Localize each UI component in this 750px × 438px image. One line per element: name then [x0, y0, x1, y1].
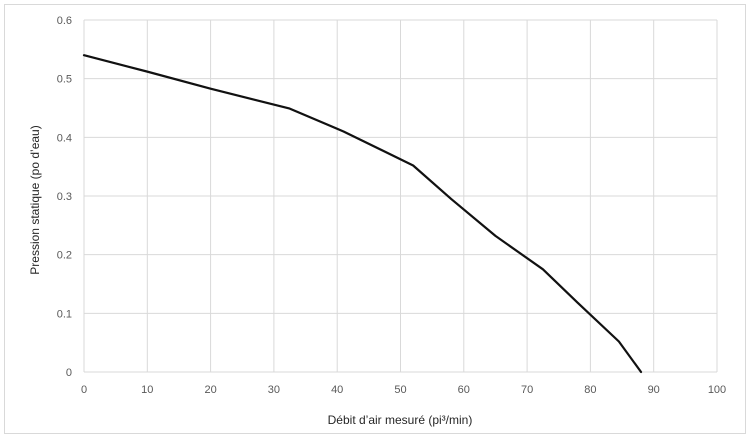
x-tick-label: 10	[141, 384, 153, 396]
x-tick-label: 50	[394, 384, 406, 396]
y-tick-labels: 0 0.1 0.2 0.3 0.4 0.5 0.6	[57, 15, 72, 379]
x-tick-label: 20	[204, 384, 216, 396]
series-group	[82, 54, 643, 374]
chart-frame	[4, 4, 746, 434]
x-tick-label: 90	[648, 384, 660, 396]
y-tick-label: 0.5	[57, 74, 72, 86]
y-tick-label: 0.3	[57, 191, 72, 203]
y-tick-label: 0	[66, 367, 72, 379]
y-tick-label: 0.1	[57, 308, 72, 320]
x-tick-label: 0	[81, 384, 87, 396]
x-tick-labels: 0 10 20 30 40 50 60 70 80 90 100	[81, 384, 726, 396]
y-axis-title: Pression statique (po d’eau)	[28, 125, 42, 274]
x-tick-label: 100	[708, 384, 726, 396]
y-tick-label: 0.4	[57, 132, 72, 144]
x-tick-label: 70	[521, 384, 533, 396]
horizontal-gridlines	[84, 19, 717, 373]
x-tick-label: 60	[458, 384, 470, 396]
y-tick-label: 0.2	[57, 250, 72, 262]
x-tick-label: 80	[584, 384, 596, 396]
x-tick-label: 30	[268, 384, 280, 396]
x-axis-title: Débit d’air mesuré (pi³/min)	[328, 413, 473, 427]
y-tick-label: 0.6	[57, 15, 72, 27]
series-line	[82, 54, 643, 374]
x-tick-label: 40	[331, 384, 343, 396]
